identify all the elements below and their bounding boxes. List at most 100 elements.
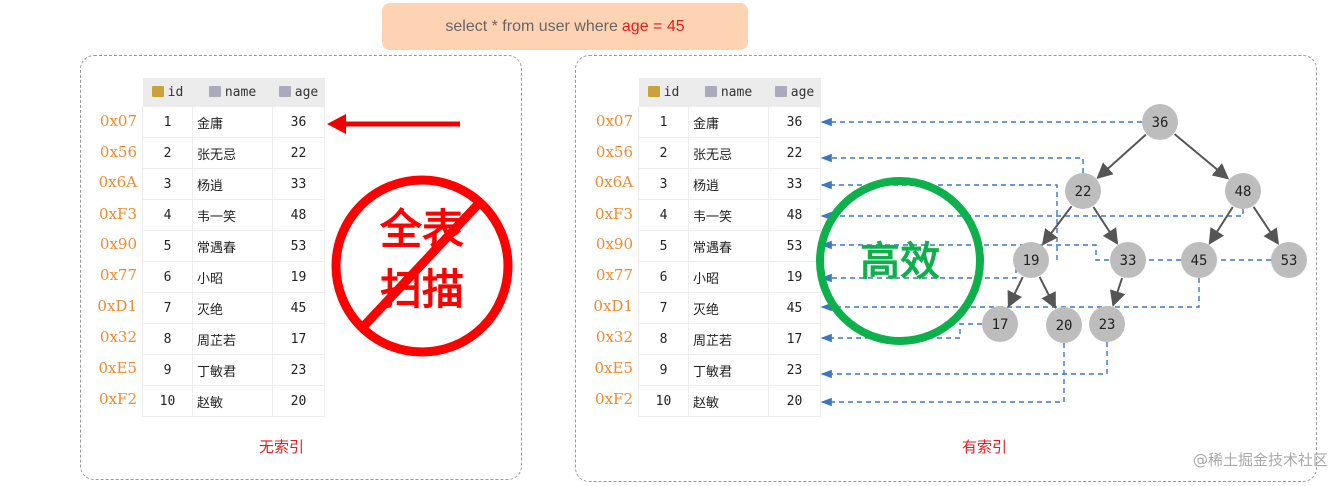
row-address: 0xF3 <box>99 205 137 223</box>
stamp-text-line2: 扫描 <box>380 265 464 314</box>
cell-age: 45 <box>272 292 325 324</box>
table-row: 4 韦一笑 48 <box>638 199 821 231</box>
cell-id: 1 <box>638 106 689 138</box>
table-header: id name age <box>142 78 325 107</box>
table-row: 10 赵敏 20 <box>638 385 821 417</box>
table-row: 1 金庸 36 <box>142 106 325 138</box>
table-row: 8 周芷若 17 <box>142 323 325 355</box>
cell-id: 9 <box>142 354 193 386</box>
row-address: 0x32 <box>99 328 137 346</box>
row-address: 0x90 <box>595 235 633 253</box>
cell-id: 4 <box>142 199 193 231</box>
node-value: 45 <box>1191 253 1208 269</box>
node-value: 17 <box>992 317 1009 333</box>
cell-id: 5 <box>142 230 193 262</box>
cell-age: 48 <box>272 199 325 231</box>
column-header-name: name <box>688 78 769 107</box>
table-row: 3 杨逍 33 <box>142 168 325 200</box>
row-address: 0x56 <box>99 143 137 161</box>
cell-id: 3 <box>638 168 689 200</box>
tree-node: 45 <box>1181 242 1217 278</box>
tree-node: 20 <box>1046 307 1082 343</box>
row-address: 0xE5 <box>98 359 138 377</box>
cell-id: 1 <box>142 106 193 138</box>
cell-age: 19 <box>768 261 821 293</box>
cell-name: 杨逍 <box>192 168 273 200</box>
column-icon <box>208 85 221 97</box>
row-pointer <box>820 342 1108 379</box>
row-address: 0x6A <box>98 173 137 191</box>
table-header: id name age <box>638 78 821 107</box>
table-row: 7 灭绝 45 <box>142 292 325 324</box>
btree-nodes: 36 22 48 19 33 45 53 17 20 23 <box>982 104 1307 343</box>
stamp-text-line1: 全表 <box>379 205 464 254</box>
table-row: 6 小昭 19 <box>638 261 821 293</box>
primary-key-icon <box>647 85 660 97</box>
cell-id: 8 <box>638 323 689 355</box>
column-header-name: name <box>192 78 273 107</box>
cell-age: 48 <box>768 199 821 231</box>
watermark: @稀土掘金技术社区 <box>1192 451 1328 469</box>
tree-edge <box>1252 206 1280 246</box>
row-pointer <box>820 343 1065 407</box>
tree-node: 19 <box>1013 242 1049 278</box>
tree-edge <box>1041 205 1073 246</box>
node-value: 22 <box>1075 184 1092 200</box>
table-row: 8 周芷若 17 <box>638 323 821 355</box>
cell-name: 金庸 <box>688 106 769 138</box>
cell-age: 36 <box>768 106 821 138</box>
node-value: 36 <box>1152 115 1169 131</box>
query-text: select * from user where <box>445 17 618 35</box>
column-icon <box>704 85 717 97</box>
row-address: 0xF2 <box>99 390 137 408</box>
efficient-text: 高效 <box>860 239 940 285</box>
node-value: 23 <box>1099 317 1116 333</box>
table-row: 4 韦一笑 48 <box>142 199 325 231</box>
query-condition: age = 45 <box>621 17 685 35</box>
row-address: 0xF3 <box>595 205 633 223</box>
cell-name: 赵敏 <box>688 385 769 417</box>
tree-edge <box>1109 277 1126 307</box>
row-pointer <box>820 153 1084 173</box>
cell-id: 10 <box>142 385 193 417</box>
node-value: 20 <box>1056 318 1073 334</box>
tree-edge <box>1208 206 1234 245</box>
cell-id: 6 <box>142 261 193 293</box>
cell-age: 23 <box>768 354 821 386</box>
row-address: 0xD1 <box>593 297 633 315</box>
table-row: 3 杨逍 33 <box>638 168 821 200</box>
row-address: 0x77 <box>99 266 137 284</box>
index-caption: 有索引 <box>962 438 1008 456</box>
index-panel <box>575 55 1317 482</box>
row-address: 0xF2 <box>595 390 633 408</box>
cell-age: 36 <box>272 106 325 138</box>
table-row: 9 丁敏君 23 <box>638 354 821 386</box>
node-value: 53 <box>1281 253 1298 269</box>
tree-node: 48 <box>1225 173 1261 209</box>
user-table: id name age 1 金庸 36 2 张无忌 22 3 杨逍 33 4 韦一笑 48 5 常遇春 53 6 小昭… <box>142 78 325 417</box>
table-row: 1 金庸 36 <box>638 106 821 138</box>
tree-node: 53 <box>1271 242 1307 278</box>
row-address: 0x32 <box>595 328 633 346</box>
cell-name: 韦一笑 <box>192 199 273 231</box>
column-header-age: age <box>272 78 325 107</box>
cell-age: 33 <box>272 168 325 200</box>
column-header-age: age <box>768 78 821 107</box>
column-label: name <box>720 84 753 100</box>
column-label: age <box>294 84 319 100</box>
sql-query-box: select * from user where age = 45 <box>382 3 748 50</box>
row-pointer <box>820 209 1244 221</box>
column-label: age <box>790 84 815 100</box>
row-pointer <box>820 323 982 343</box>
tree-node: 33 <box>1110 242 1146 278</box>
tree-edge <box>1096 133 1147 179</box>
row-pointers <box>820 117 1271 407</box>
tree-edge <box>1173 133 1230 180</box>
column-header-id: id <box>638 78 689 107</box>
no-index-panel <box>80 55 522 480</box>
row-address: 0x56 <box>595 143 633 161</box>
row-address: 0x07 <box>595 112 633 130</box>
table-row: 10 赵敏 20 <box>142 385 325 417</box>
tree-edges <box>1007 133 1280 309</box>
